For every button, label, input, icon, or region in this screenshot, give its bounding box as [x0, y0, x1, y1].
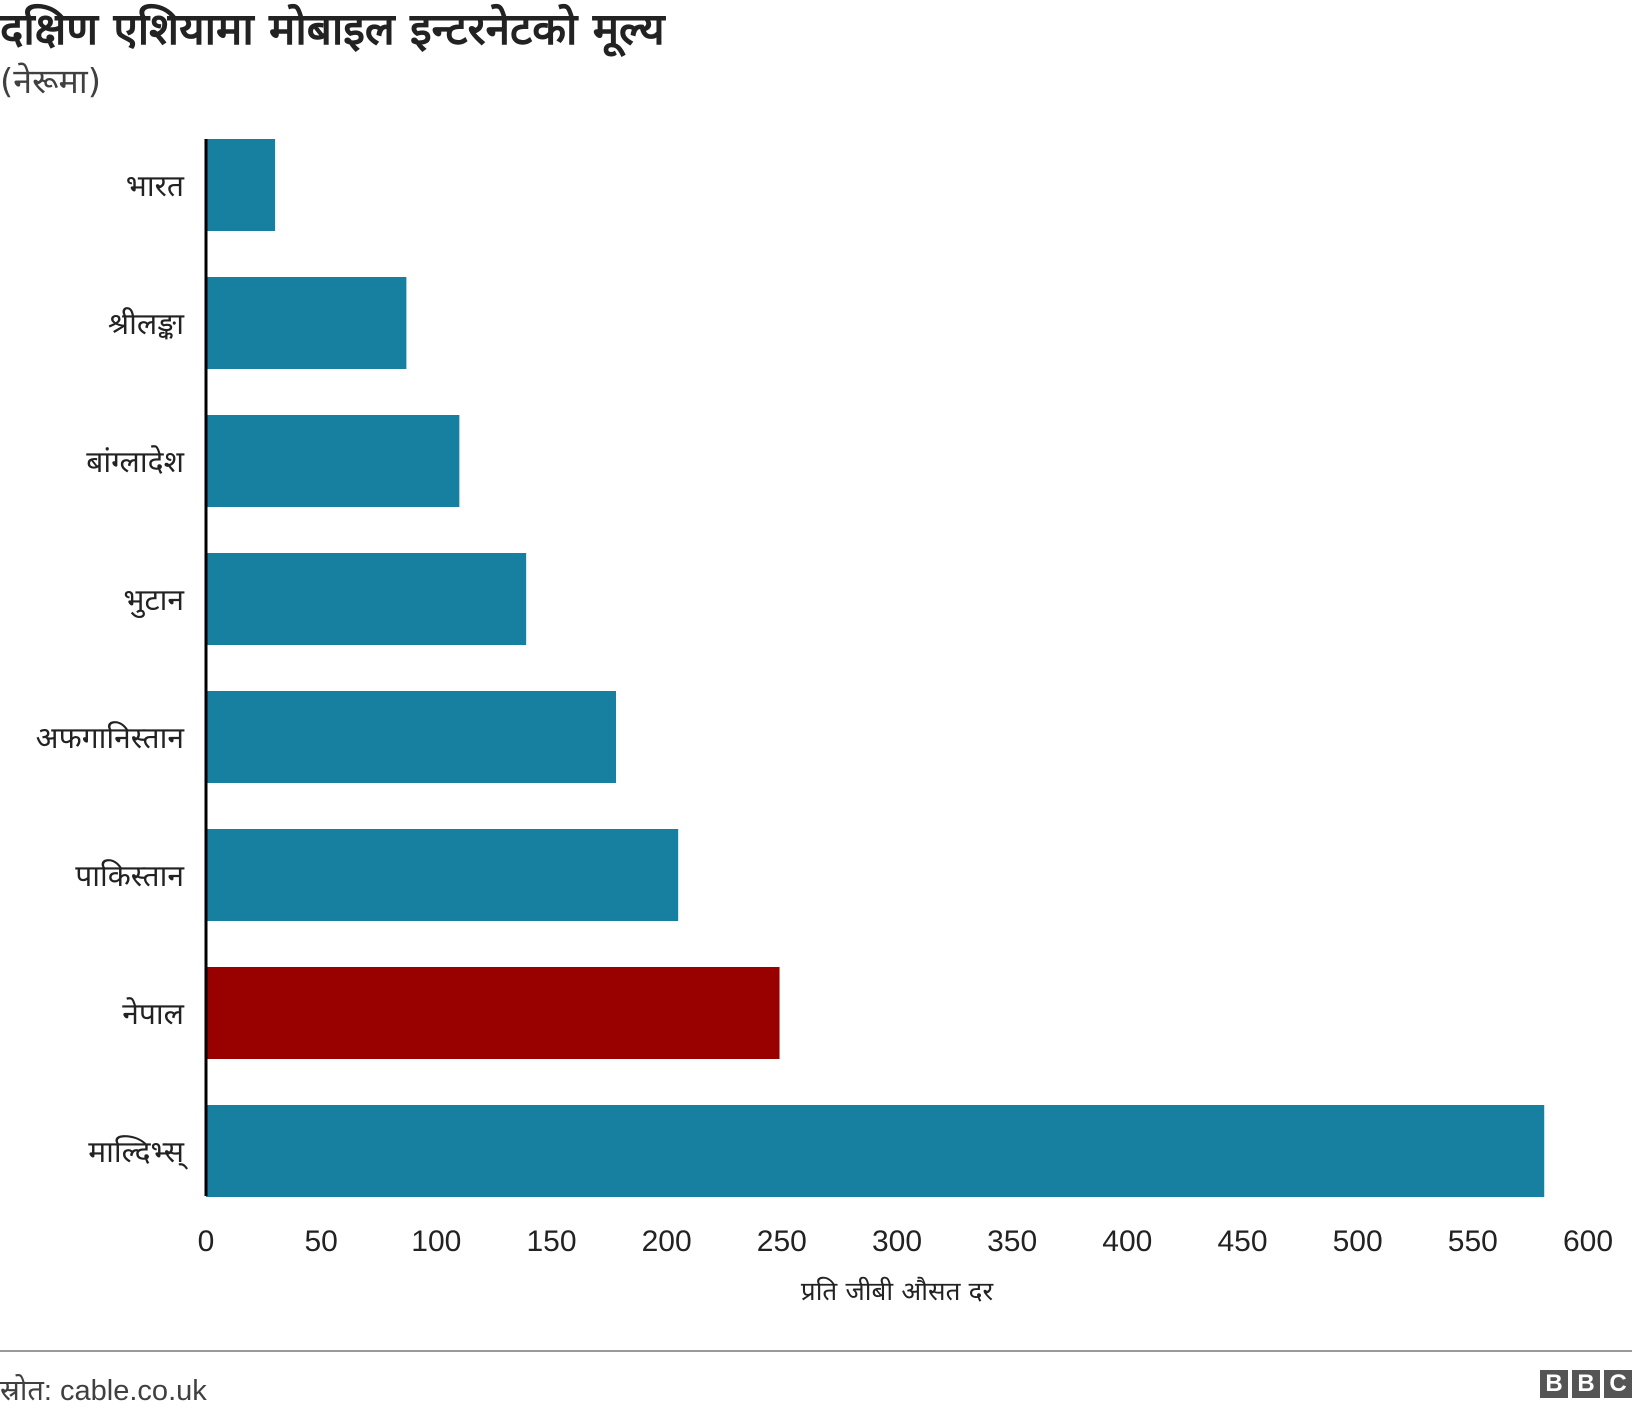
- footer-divider: [0, 1350, 1632, 1352]
- x-tick-label: 350: [987, 1225, 1037, 1258]
- bar: [206, 139, 276, 231]
- bar: [206, 829, 679, 921]
- category-label: बांग्लादेश: [86, 445, 184, 480]
- bar: [206, 967, 780, 1059]
- logo-letter: B: [1572, 1370, 1600, 1398]
- x-tick-label: 600: [1563, 1225, 1613, 1258]
- source-text: स्रोत: cable.co.uk: [0, 1375, 207, 1407]
- logo-letter: B: [1540, 1370, 1568, 1398]
- logo-letter: C: [1604, 1370, 1632, 1398]
- chart-title: दक्षिण एशियामा मोबाइल इन्टरनेटको मूल्य: [0, 4, 665, 55]
- x-tick-label: 500: [1333, 1225, 1383, 1258]
- category-label: भुटान: [123, 583, 185, 619]
- x-tick-label: 250: [757, 1225, 807, 1258]
- category-labels: भारत श्रीलङ्का बांग्लादेश भुटान अफगानिस्तान प…: [36, 169, 188, 1170]
- bar-chart: भारत श्रीलङ्का बांग्लादेश भुटान अफगानिस्तान प…: [36, 139, 1613, 1307]
- x-tick-label: 300: [872, 1225, 922, 1258]
- category-label: अफगानिस्तान: [36, 721, 186, 756]
- category-label: माल्दिभ्स्: [88, 1135, 188, 1170]
- bbc-logo: B B C: [1540, 1370, 1632, 1398]
- bar: [206, 691, 616, 783]
- x-tick-label: 150: [526, 1225, 576, 1258]
- x-tick-labels: 0 50 100 150 200 250 300 350 400 450 500 550 600: [198, 1225, 1613, 1258]
- x-tick-label: 550: [1448, 1225, 1498, 1258]
- category-label: पाकिस्तान: [75, 859, 185, 894]
- bar: [206, 553, 527, 645]
- category-label: भारत: [126, 169, 185, 204]
- x-tick-label: 50: [304, 1225, 337, 1258]
- bar: [206, 415, 460, 507]
- category-label: नेपाल: [122, 997, 184, 1032]
- x-axis-label: प्रति जीबी औसत दर: [801, 1276, 995, 1307]
- x-tick-label: 200: [642, 1225, 692, 1258]
- x-tick-label: 450: [1217, 1225, 1267, 1258]
- x-tick-label: 400: [1102, 1225, 1152, 1258]
- x-tick-label: 100: [411, 1225, 461, 1258]
- bars-group: [206, 139, 1545, 1197]
- bar: [206, 277, 407, 369]
- bar: [206, 1105, 1545, 1197]
- chart-subtitle: (नेरूमा): [0, 62, 101, 102]
- category-label: श्रीलङ्का: [108, 307, 185, 342]
- x-tick-label: 0: [198, 1225, 215, 1258]
